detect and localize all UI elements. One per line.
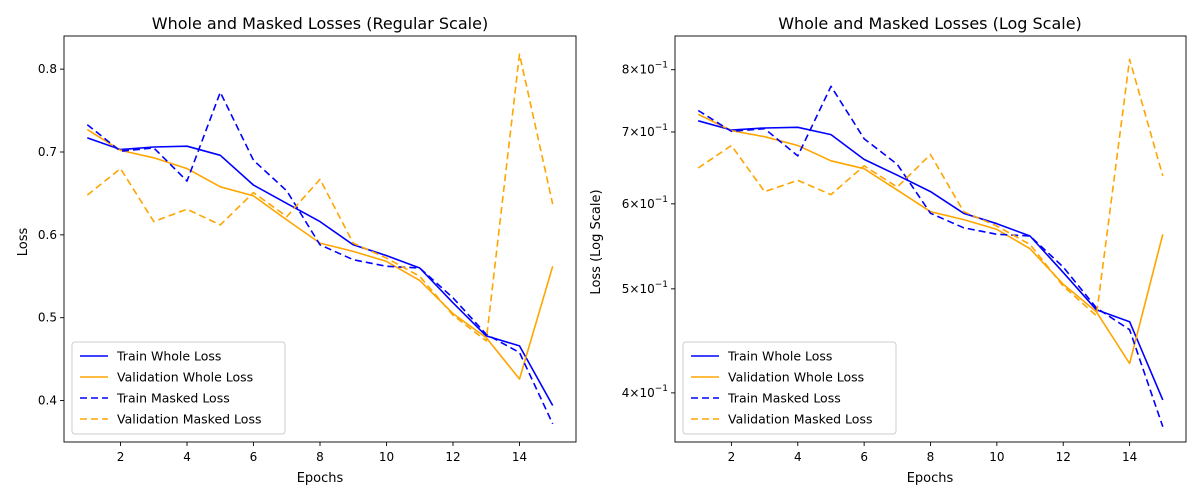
x-tick-label: 14	[1122, 450, 1137, 464]
x-tick-label: 14	[512, 450, 527, 464]
series-line	[697, 58, 1164, 317]
y-tick-label: 0.8	[38, 62, 57, 76]
x-tick-label: 6	[860, 450, 868, 464]
x-tick-label: 8	[316, 450, 324, 464]
legend-label: Validation Masked Loss	[117, 412, 261, 427]
y-tick-label: 4×10−1	[622, 384, 668, 400]
chart-title: Whole and Masked Losses (Regular Scale)	[152, 14, 488, 33]
series-line	[86, 128, 554, 380]
x-tick-label: 2	[728, 450, 736, 464]
series-line	[697, 113, 1164, 365]
x-tick-label: 6	[250, 450, 258, 464]
legend-label: Validation Masked Loss	[728, 412, 872, 427]
x-tick-label: 10	[989, 450, 1004, 464]
x-axis-label: Epochs	[907, 471, 954, 486]
x-tick-label: 4	[794, 450, 802, 464]
x-tick-label: 12	[1056, 450, 1071, 464]
x-tick-label: 8	[927, 450, 935, 464]
chart-title: Whole and Masked Losses (Log Scale)	[778, 14, 1082, 33]
y-tick-label: 0.5	[38, 311, 57, 325]
chart-log-scale: Whole and Masked Losses (Log Scale) Epoc…	[589, 14, 1187, 486]
y-tick-label: 0.4	[38, 394, 57, 408]
x-axis-label: Epochs	[297, 471, 344, 486]
series-line	[87, 137, 554, 406]
legend-box	[682, 341, 897, 435]
x-tick-label: 4	[183, 450, 191, 464]
series-line	[697, 120, 1164, 401]
y-tick-label: 0.6	[38, 228, 57, 242]
x-tick-label: 12	[445, 450, 460, 464]
x-tick-label: 2	[117, 450, 125, 464]
chart-regular-scale: Whole and Masked Losses (Regular Scale) …	[16, 14, 577, 486]
y-tick-label: 8×10−1	[622, 61, 668, 77]
y-axis-label: Loss (Log Scale)	[589, 189, 604, 294]
y-tick-label: 5×10−1	[622, 280, 668, 296]
legend-label: Train Masked Loss	[116, 391, 230, 406]
legend-label: Train Whole Loss	[727, 349, 832, 364]
legend-box	[71, 341, 286, 435]
y-tick-label: 0.7	[38, 145, 57, 159]
series-line	[697, 85, 1164, 427]
legend-label: Train Masked Loss	[727, 391, 841, 406]
series-line	[86, 53, 554, 342]
legend-label: Validation Whole Loss	[728, 370, 864, 385]
legend-label: Train Whole Loss	[116, 349, 221, 364]
legend-label: Validation Whole Loss	[117, 370, 253, 385]
y-axis-label: Loss	[16, 228, 31, 257]
y-tick-label: 6×10−1	[622, 195, 668, 211]
y-tick-label: 7×10−1	[622, 123, 668, 139]
x-tick-label: 10	[379, 450, 394, 464]
series-line	[86, 91, 554, 425]
